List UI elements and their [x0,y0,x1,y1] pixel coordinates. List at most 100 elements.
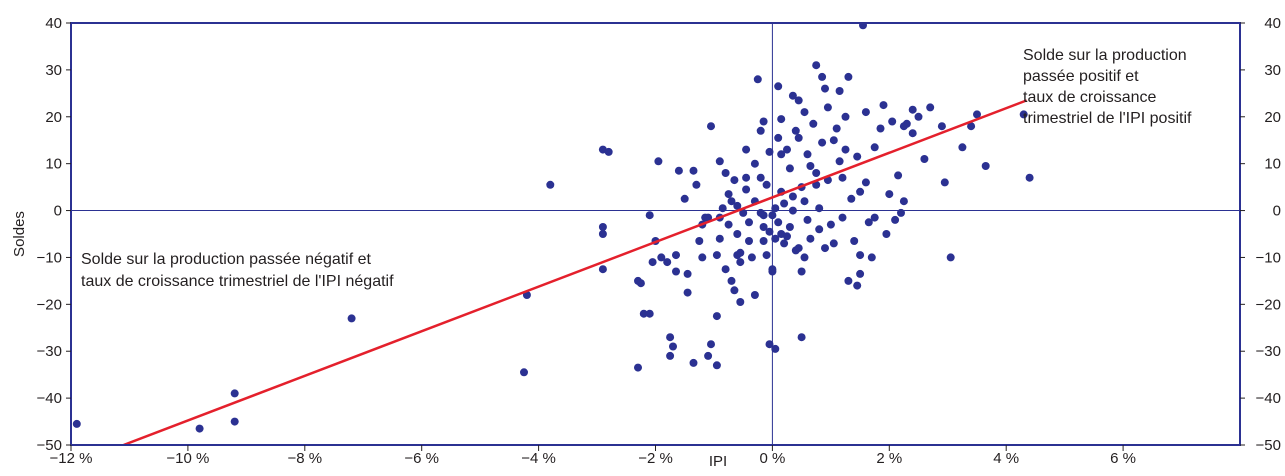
data-point [821,84,829,93]
data-point [981,162,990,170]
data-point [724,190,733,199]
data-point [672,267,680,276]
data-point [663,258,672,267]
data-point [812,61,821,70]
data-point [347,314,356,323]
data-point [861,178,870,187]
data-point [774,82,783,91]
data-point [823,103,832,112]
data-point [821,244,829,253]
data-point [721,265,730,274]
data-point [780,239,789,248]
data-point [712,312,721,321]
data-point [853,281,862,290]
x-tick-label: −8 % [287,450,322,467]
data-point [742,173,751,182]
y-tick-label-left: −10 [37,249,62,266]
y-tick-label-left: −20 [37,296,62,313]
data-point [780,199,789,208]
data-point [937,122,946,131]
data-point [230,417,239,426]
data-point [680,194,689,203]
data-point [891,215,900,224]
data-point [765,340,774,349]
x-tick-label: −12 % [50,450,93,467]
data-point [856,269,865,278]
data-point [639,309,648,318]
data-point [683,288,692,297]
data-point [753,75,762,84]
data-point [604,147,613,156]
data-point [739,208,748,217]
data-point [794,96,803,105]
data-point [861,108,870,117]
data-point [674,166,683,175]
data-point [707,340,715,349]
data-point [785,223,794,231]
data-point [546,180,555,189]
data-point [899,122,908,131]
data-point [803,215,812,224]
data-point [750,291,759,299]
data-point [800,197,809,206]
data-point [885,190,894,199]
data-point [897,208,905,217]
plot-area [71,23,1240,445]
data-point [850,237,859,245]
data-point [759,223,768,231]
data-point [788,206,797,215]
y-tick-label-right: 40 [1264,15,1281,32]
data-point [762,251,771,260]
data-point [771,204,780,213]
data-point [683,269,692,278]
data-point [908,105,917,114]
data-point [794,244,803,253]
y-tick-label-left: −50 [37,437,62,454]
annotation-negative-line-2: taux de croissance trimestriel de l'IPI … [81,273,394,290]
y-tick-label-right: 20 [1264,109,1281,126]
data-point [774,133,783,142]
data-point [797,267,806,276]
data-point [973,110,981,119]
data-point [762,180,771,189]
annotation-positive-line-4: trimestriel de l'IPI positif [1023,110,1192,127]
data-point [926,103,935,112]
data-point [829,136,838,145]
data-point [794,133,803,142]
data-point [654,157,663,166]
data-point [826,220,835,229]
y-tick-label-right: −10 [1256,249,1281,266]
y-tick-label-right: −50 [1256,437,1281,454]
x-tick-label: 4 % [993,450,1019,467]
data-point [864,218,873,227]
data-point [756,208,765,217]
y-axis-title: Soldes [11,211,28,257]
y-tick-label-right: 0 [1273,203,1281,220]
y-tick-label-right: −40 [1256,390,1281,407]
data-point [756,126,765,135]
data-point [765,227,774,236]
data-point [724,220,733,229]
data-point [715,157,724,166]
data-point [920,155,929,163]
y-tick-label-left: −30 [37,343,62,360]
y-tick-label-left: 30 [45,62,62,79]
data-point [736,298,745,306]
x-tick-label: 2 % [876,450,902,467]
data-point [692,180,701,189]
data-point [721,169,730,177]
data-point [736,258,745,267]
y-tick-label-right: −30 [1256,343,1281,360]
x-tick-label: 0 % [759,450,785,467]
data-point [888,117,897,126]
data-point [783,232,791,241]
data-point [695,237,704,245]
data-point [730,176,739,185]
data-point [800,253,809,262]
data-point [777,150,786,159]
data-point [634,363,642,372]
annotation-negative-line-1: Solde sur la production passée négatif e… [81,251,372,268]
data-point [759,237,768,245]
data-point [806,162,815,170]
